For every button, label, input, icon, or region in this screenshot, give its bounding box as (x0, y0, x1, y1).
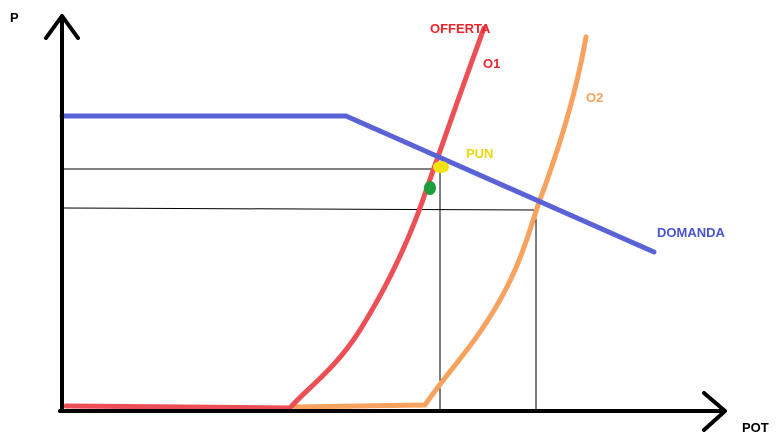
demand-label: DOMANDA (657, 225, 725, 240)
green-marker (424, 181, 436, 195)
x-axis-label: POT (742, 420, 769, 435)
pun-marker (433, 161, 449, 173)
y-axis-arrow (44, 14, 80, 40)
x-axis-arrow (702, 391, 727, 432)
guide-lines (61, 168, 537, 410)
pun-label: PUN (466, 146, 493, 161)
o1-label: O1 (483, 56, 500, 71)
supply-curve-o2 (293, 34, 589, 410)
y-axis-label: P (10, 10, 19, 25)
axes (44, 14, 727, 432)
supply-label: OFFERTA (430, 21, 491, 36)
supply-curve-o1 (63, 25, 487, 411)
guide-h-o2 (61, 207, 536, 211)
demand-curve (59, 113, 657, 255)
o2-label: O2 (586, 90, 603, 105)
